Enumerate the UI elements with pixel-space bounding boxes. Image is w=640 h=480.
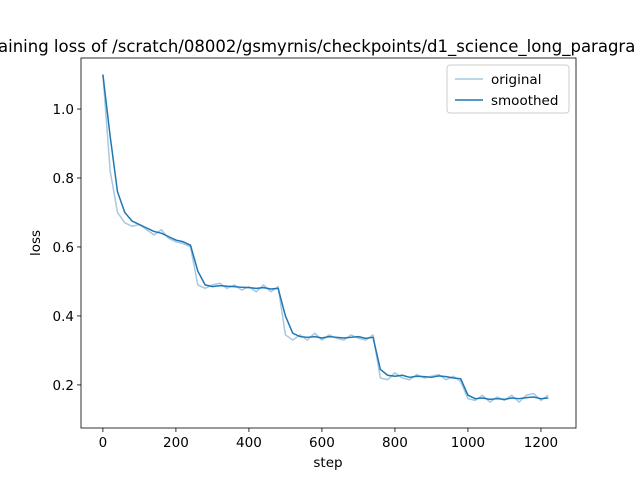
y-axis-label: loss (28, 230, 44, 256)
y-tick-label: 1.0 (53, 102, 74, 118)
y-tick-label: 0.4 (53, 309, 74, 325)
y-tick-label: 0.8 (53, 171, 74, 187)
x-tick-label: 1200 (524, 435, 558, 451)
chart-title: aining loss of /scratch/08002/gsmyrnis/c… (0, 37, 635, 57)
x-tick-label: 200 (163, 435, 189, 451)
x-tick-label: 600 (309, 435, 335, 451)
x-tick-label: 800 (382, 435, 408, 451)
x-tick-label: 1000 (451, 435, 485, 451)
series-line (102, 74, 549, 401)
x-tick-label: 400 (236, 435, 262, 451)
x-axis-label: step (313, 455, 342, 471)
axes-frame (80, 57, 577, 429)
x-tick-label: 0 (99, 435, 108, 451)
y-tick-label: 0.2 (53, 378, 74, 394)
legend-box (446, 64, 570, 114)
legend-label: original (491, 72, 541, 88)
y-tick-label: 0.6 (53, 240, 74, 256)
legend-label: smoothed (491, 93, 558, 109)
